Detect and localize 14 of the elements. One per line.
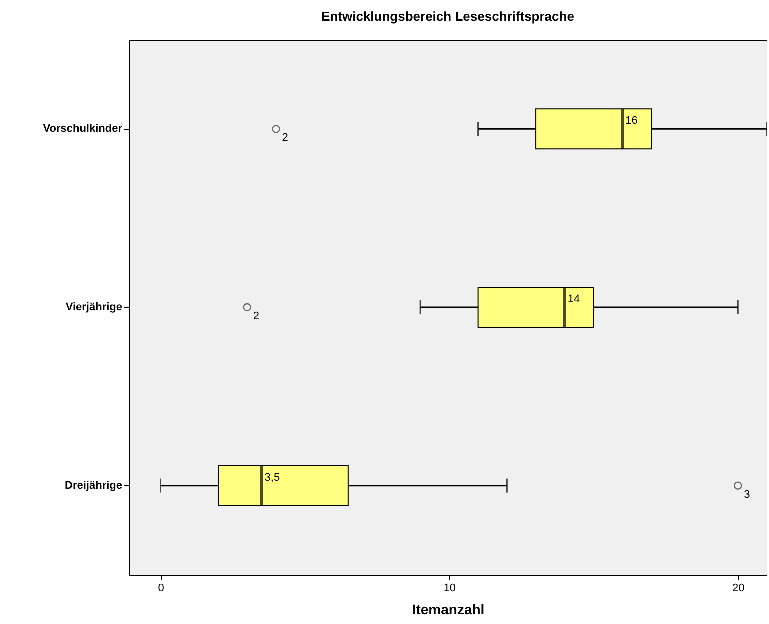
x-tick-label: 10 [444,582,456,594]
x-axis-title: Itemanzahl [412,602,485,618]
chart-title: Entwicklungsbereich Leseschriftsprache [322,9,574,24]
x-tick-label: 0 [158,582,164,594]
annotation: 16 [626,115,638,128]
x-tick-label: 20 [732,582,745,594]
annotation: 2 [253,310,260,322]
annotation: 3,5 [264,472,280,484]
y-tick-label: Vorschulkinder [43,123,124,136]
annotation: 14 [568,294,580,306]
y-tick-label: Dreijährige [65,480,122,492]
annotation: 2 [282,132,288,144]
annotation: 3 [744,488,750,501]
y-tick-label: Vierjährige [66,302,122,314]
